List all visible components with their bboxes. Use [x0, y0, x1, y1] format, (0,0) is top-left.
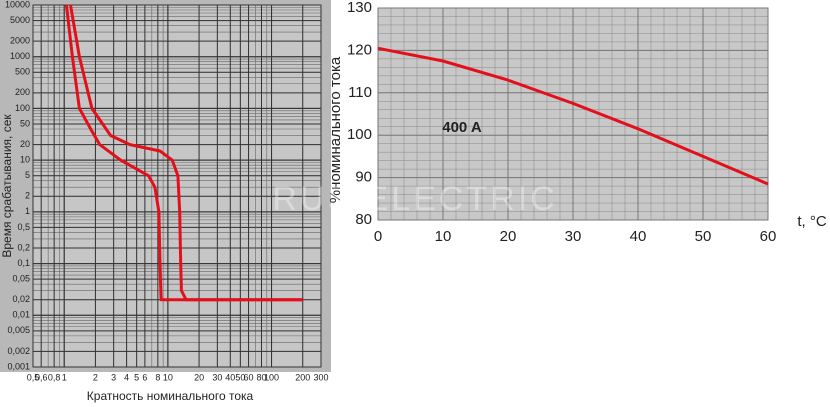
x-tick-label: 20	[500, 228, 517, 245]
y-tick-label: 0,001	[7, 361, 30, 371]
annotation: 400 A	[442, 119, 482, 136]
chart-left: 100005000200010005002001005020105210,50,…	[5, 0, 329, 382]
x-tick-label: 200	[295, 372, 310, 382]
x-tick-label: 50	[235, 372, 245, 382]
x-tick-label: 40	[630, 228, 647, 245]
curve	[69, 4, 303, 302]
x-tick-label: 80	[256, 372, 266, 382]
y-tick-label: 0,002	[7, 346, 30, 356]
y-tick-label: 80	[355, 211, 372, 228]
y-tick-label: 130	[347, 0, 372, 16]
y-tick-label: 110	[348, 84, 372, 101]
y-tick-label: 120	[347, 41, 372, 58]
curve	[64, 4, 303, 302]
x-tick-label: 60	[760, 228, 777, 245]
y-tick-label: 0,1	[17, 258, 30, 268]
y-tick-label: 2	[25, 191, 30, 201]
y-tick-label: 0,005	[7, 325, 30, 335]
y-tick-label: 1	[25, 206, 30, 216]
y-axis-title: Время срабатывания, сек	[0, 114, 14, 258]
y-tick-label: 500	[15, 67, 30, 77]
y-tick-label: 200	[15, 87, 30, 97]
y-tick-label: 5000	[10, 15, 30, 25]
x-tick-label: 1	[62, 372, 67, 382]
x-tick-label: 30	[212, 372, 222, 382]
x-tick-label: 100	[264, 372, 279, 382]
x-tick-label: 3	[111, 372, 116, 382]
y-tick-label: 0,01	[12, 310, 30, 320]
x-tick-label: 0,5	[27, 372, 40, 382]
y-tick-label: 20	[20, 139, 30, 149]
y-tick-label: 50	[20, 118, 30, 128]
y-tick-label: 100	[347, 126, 372, 143]
y-tick-label: 5	[25, 170, 30, 180]
x-tick-label: 60	[244, 372, 254, 382]
x-tick-label: 2	[93, 372, 98, 382]
x-tick-label: 4	[124, 372, 129, 382]
watermark: RUS ELECTRIC	[272, 180, 557, 218]
x-tick-label: 6	[142, 372, 147, 382]
x-axis-title: t, °C	[797, 213, 827, 230]
x-tick-label: 10	[435, 228, 452, 245]
y-tick-label: 0,5	[17, 222, 30, 232]
x-tick-label: 30	[565, 228, 582, 245]
y-tick-label: 10000	[5, 0, 30, 9]
y-tick-label: 2000	[10, 36, 30, 46]
y-tick-label: 1000	[10, 51, 30, 61]
y-tick-label: 100	[15, 103, 30, 113]
x-axis-title: Кратность номинального тока	[87, 389, 254, 403]
x-tick-label: 0	[374, 228, 382, 245]
x-tick-label: 300	[313, 372, 328, 382]
x-tick-label: 5	[134, 372, 139, 382]
x-tick-label: 0,6	[35, 372, 48, 382]
x-tick-label: 8	[155, 372, 160, 382]
curve	[377, 46, 769, 186]
y-tick-label: 0,05	[12, 274, 30, 284]
y-tick-label: 0,02	[12, 294, 30, 304]
y-tick-label: 10	[20, 155, 30, 165]
y-axis-title: %номинального тока	[327, 56, 344, 203]
x-tick-label: 20	[194, 372, 204, 382]
chart-right: 80 90 100 110 120 130 0 10 20 30 40 50 60	[347, 0, 776, 245]
x-tick-label: 10	[163, 372, 173, 382]
x-tick-label: 0,8	[48, 372, 61, 382]
x-tick-label: 40	[225, 372, 235, 382]
x-tick-label: 50	[695, 228, 712, 245]
y-tick-label: 90	[355, 169, 372, 186]
y-tick-label: 0,2	[17, 242, 30, 252]
